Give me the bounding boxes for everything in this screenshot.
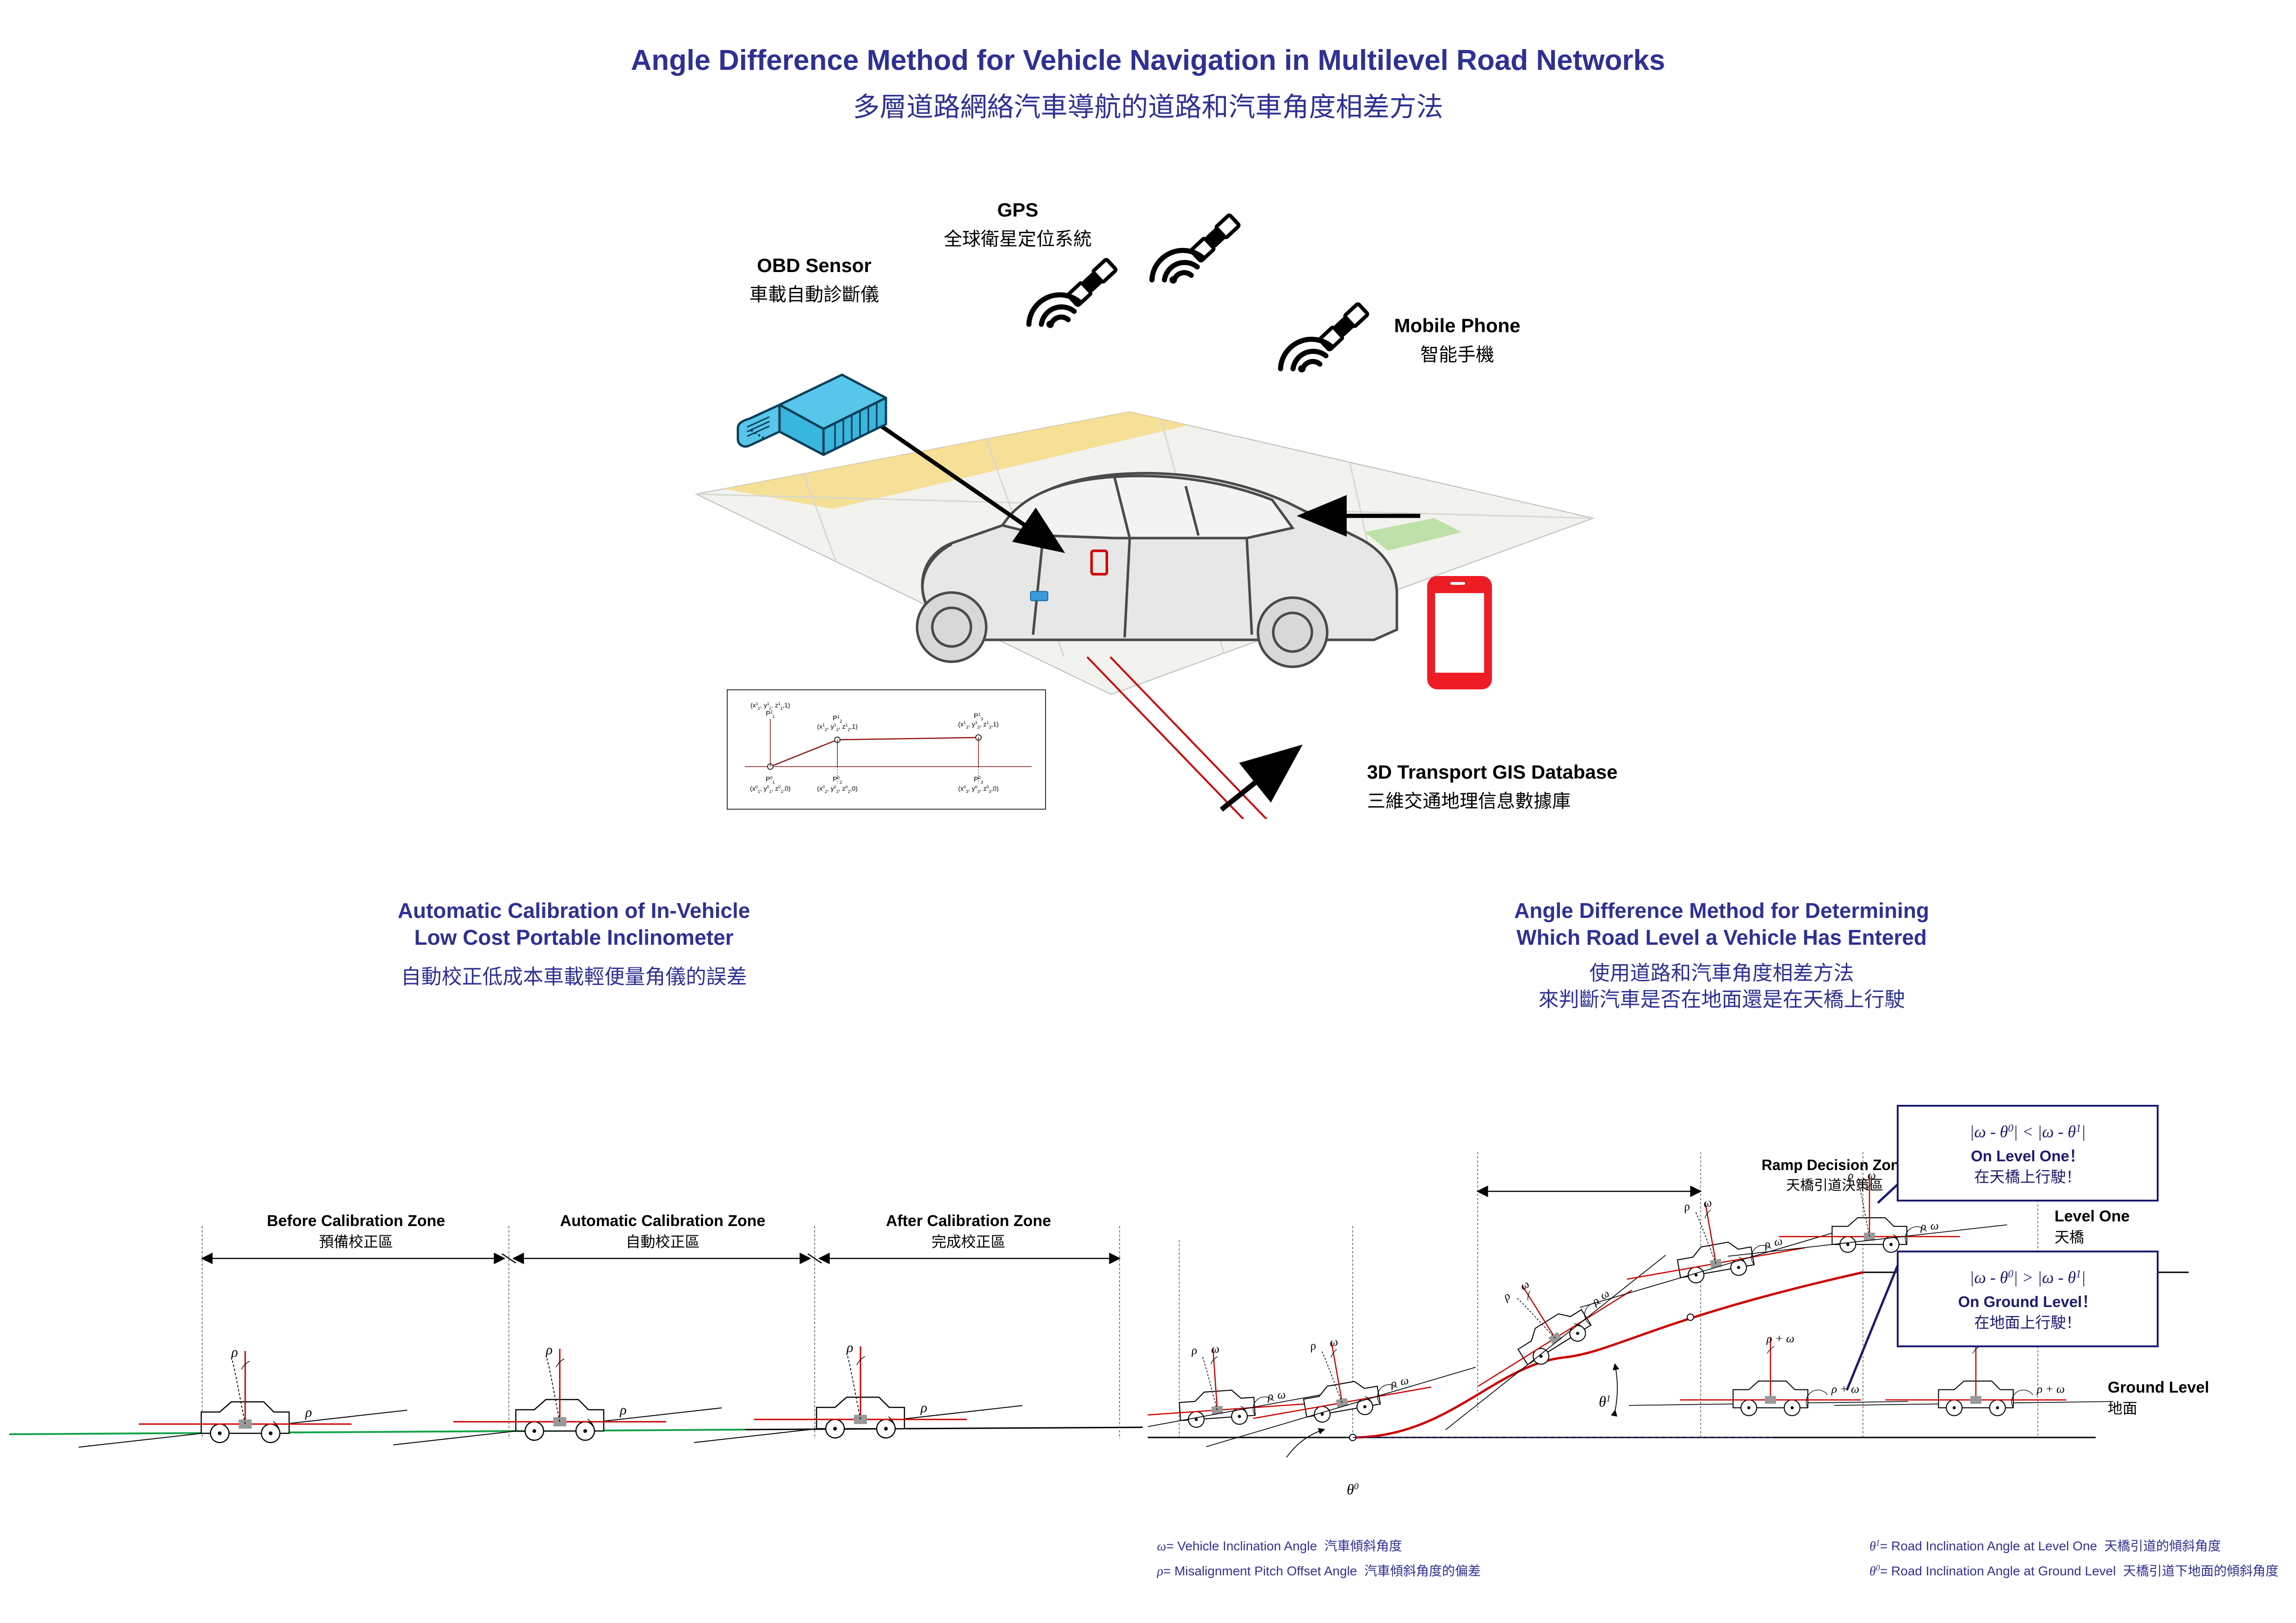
svg-text:θ0: θ0: [1347, 1481, 1359, 1498]
svg-text:θ1: θ1: [1599, 1393, 1611, 1410]
svg-text:在地面上行駛！: 在地面上行駛！: [1974, 1314, 2081, 1331]
svg-text:|ω - θ0| < |ω - θ1|: |ω - θ0| < |ω - θ1|: [1969, 1122, 2086, 1141]
svg-text:|ω - θ0| > |ω - θ1|: |ω - θ0| > |ω - θ1|: [1969, 1268, 2086, 1287]
svg-text:On Level One！: On Level One！: [1971, 1147, 2085, 1165]
svg-text:On Ground Level！: On Ground Level！: [1958, 1293, 2098, 1310]
svg-text:在天橋上行駛！: 在天橋上行駛！: [1974, 1168, 2081, 1185]
